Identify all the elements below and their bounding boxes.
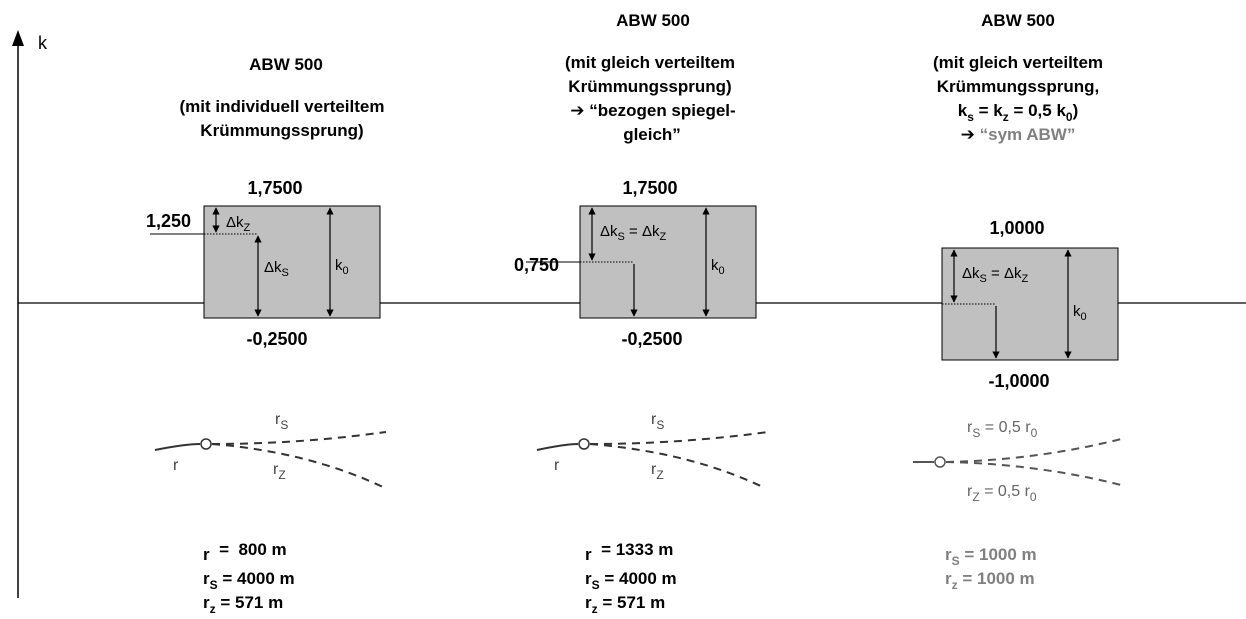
panel-1-joint-icon [200, 438, 212, 450]
panel-2: ABW 500 (mit gleich verteiltem Krümmungs… [514, 11, 769, 616]
panel-2-subtitle-line-1: (mit gleich verteiltem [565, 53, 735, 72]
panel-1-result-r: r = 800 m [203, 540, 287, 564]
panel-3-rs-curve [945, 437, 1126, 463]
panel-2-result-r: r = 1333 m [585, 540, 673, 564]
panel-1-dks-label: ΔkS [264, 259, 289, 279]
panel-2-top-value: 1,7500 [622, 178, 677, 198]
panel-2-eq-label: ΔkS = ΔkZ [600, 223, 667, 243]
panel-2-rs-label: rS [651, 411, 664, 432]
panel-3-box [941, 247, 1119, 361]
panel-1-title: ABW 500 [249, 55, 323, 74]
panel-2-joint-icon [578, 438, 590, 450]
panel-1-box [203, 205, 381, 319]
panel-3-eq-label: ΔkS = ΔkZ [962, 265, 1029, 285]
panel-1-side-value: 1,250 [146, 211, 191, 231]
panel-3-joint-icon [934, 456, 946, 468]
panel-3-bottom-value: -1,0000 [988, 371, 1049, 391]
panel-1-rs-label: rS [275, 411, 288, 432]
panel-2-subtitle-line-4: gleich” [623, 125, 681, 144]
panel-3-subtitle-line-1: (mit gleich verteiltem [933, 53, 1103, 72]
panel-3-rz-label: rZ = 0,5 r0 [967, 483, 1037, 504]
panel-1-bottom-value: -0,2500 [246, 329, 307, 349]
k-axis-arrow-icon [12, 30, 24, 46]
panel-1-k0-label: k0 [335, 257, 349, 277]
panel-3-result-rs: rS = 1000 m [945, 545, 1037, 568]
panel-3-subtitle-equation: ks = kz = 0,5 k0) [958, 101, 1079, 124]
panel-1-r-label: r [173, 457, 179, 474]
panel-2-bottom-value: -0,2500 [621, 329, 682, 349]
panel-1-subtitle-line-2: Krümmungssprung) [200, 121, 363, 140]
panel-3-top-value: 1,0000 [989, 218, 1044, 238]
panel-3-subtitle-line-2: Krümmungssprung, [937, 77, 1099, 96]
panel-2-rs-curve [589, 431, 769, 445]
panel-2-rz-curve [589, 443, 766, 489]
panel-2-k0-label: k0 [711, 257, 725, 277]
panel-2-side-value: 0,750 [514, 255, 559, 275]
panel-1: ABW 500 (mit individuell verteiltem Krüm… [146, 55, 387, 616]
panel-3-title: ABW 500 [981, 11, 1055, 30]
panel-1-top-value: 1,7500 [247, 178, 302, 198]
panel-2-box [579, 205, 757, 319]
panel-2-r-curve [536, 443, 579, 451]
panel-3-rs-label: rS = 0,5 r0 [967, 419, 1038, 440]
panel-3-subtitle-line-4: ➔ “sym ABW” [961, 125, 1076, 144]
k-axis-label: k [38, 33, 48, 53]
panel-2-r-label: r [554, 457, 560, 474]
panel-1-rz-label: rZ [273, 461, 286, 482]
panel-1-r-curve [154, 443, 201, 451]
panel-2-subtitle-line-3: ➔ “bezogen spiegel- [570, 101, 735, 120]
panel-2-rz-label: rZ [651, 461, 664, 482]
panel-2-result-rz: rz = 571 m [585, 593, 665, 616]
panel-3-rz-curve [945, 461, 1126, 487]
panel-1-result-rs: rS = 4000 m [203, 569, 295, 592]
panel-1-rz-curve [211, 443, 386, 489]
panel-2-result-rs: rS = 4000 m [585, 569, 677, 592]
panel-1-dkz-label: ΔkZ [226, 214, 251, 234]
panel-3-k0-label: k0 [1073, 303, 1087, 323]
panel-3-result-rz: rz = 1000 m [945, 569, 1035, 592]
panel-1-subtitle-line-1: (mit individuell verteiltem [180, 97, 385, 116]
panel-2-subtitle-line-2: Krümmungssprung) [568, 77, 731, 96]
panel-1-rs-curve [211, 431, 387, 445]
panel-3: ABW 500 (mit gleich verteiltem Krümmungs… [913, 11, 1126, 592]
panel-2-title: ABW 500 [616, 11, 690, 30]
panel-1-result-rz: rz = 571 m [203, 593, 283, 616]
